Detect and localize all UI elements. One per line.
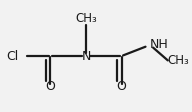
Text: NH: NH [150, 38, 169, 51]
Text: Cl: Cl [6, 50, 18, 62]
Text: CH₃: CH₃ [75, 12, 97, 25]
Text: O: O [46, 80, 55, 94]
Text: N: N [81, 50, 91, 62]
Text: CH₃: CH₃ [168, 54, 190, 67]
Text: O: O [117, 80, 127, 94]
